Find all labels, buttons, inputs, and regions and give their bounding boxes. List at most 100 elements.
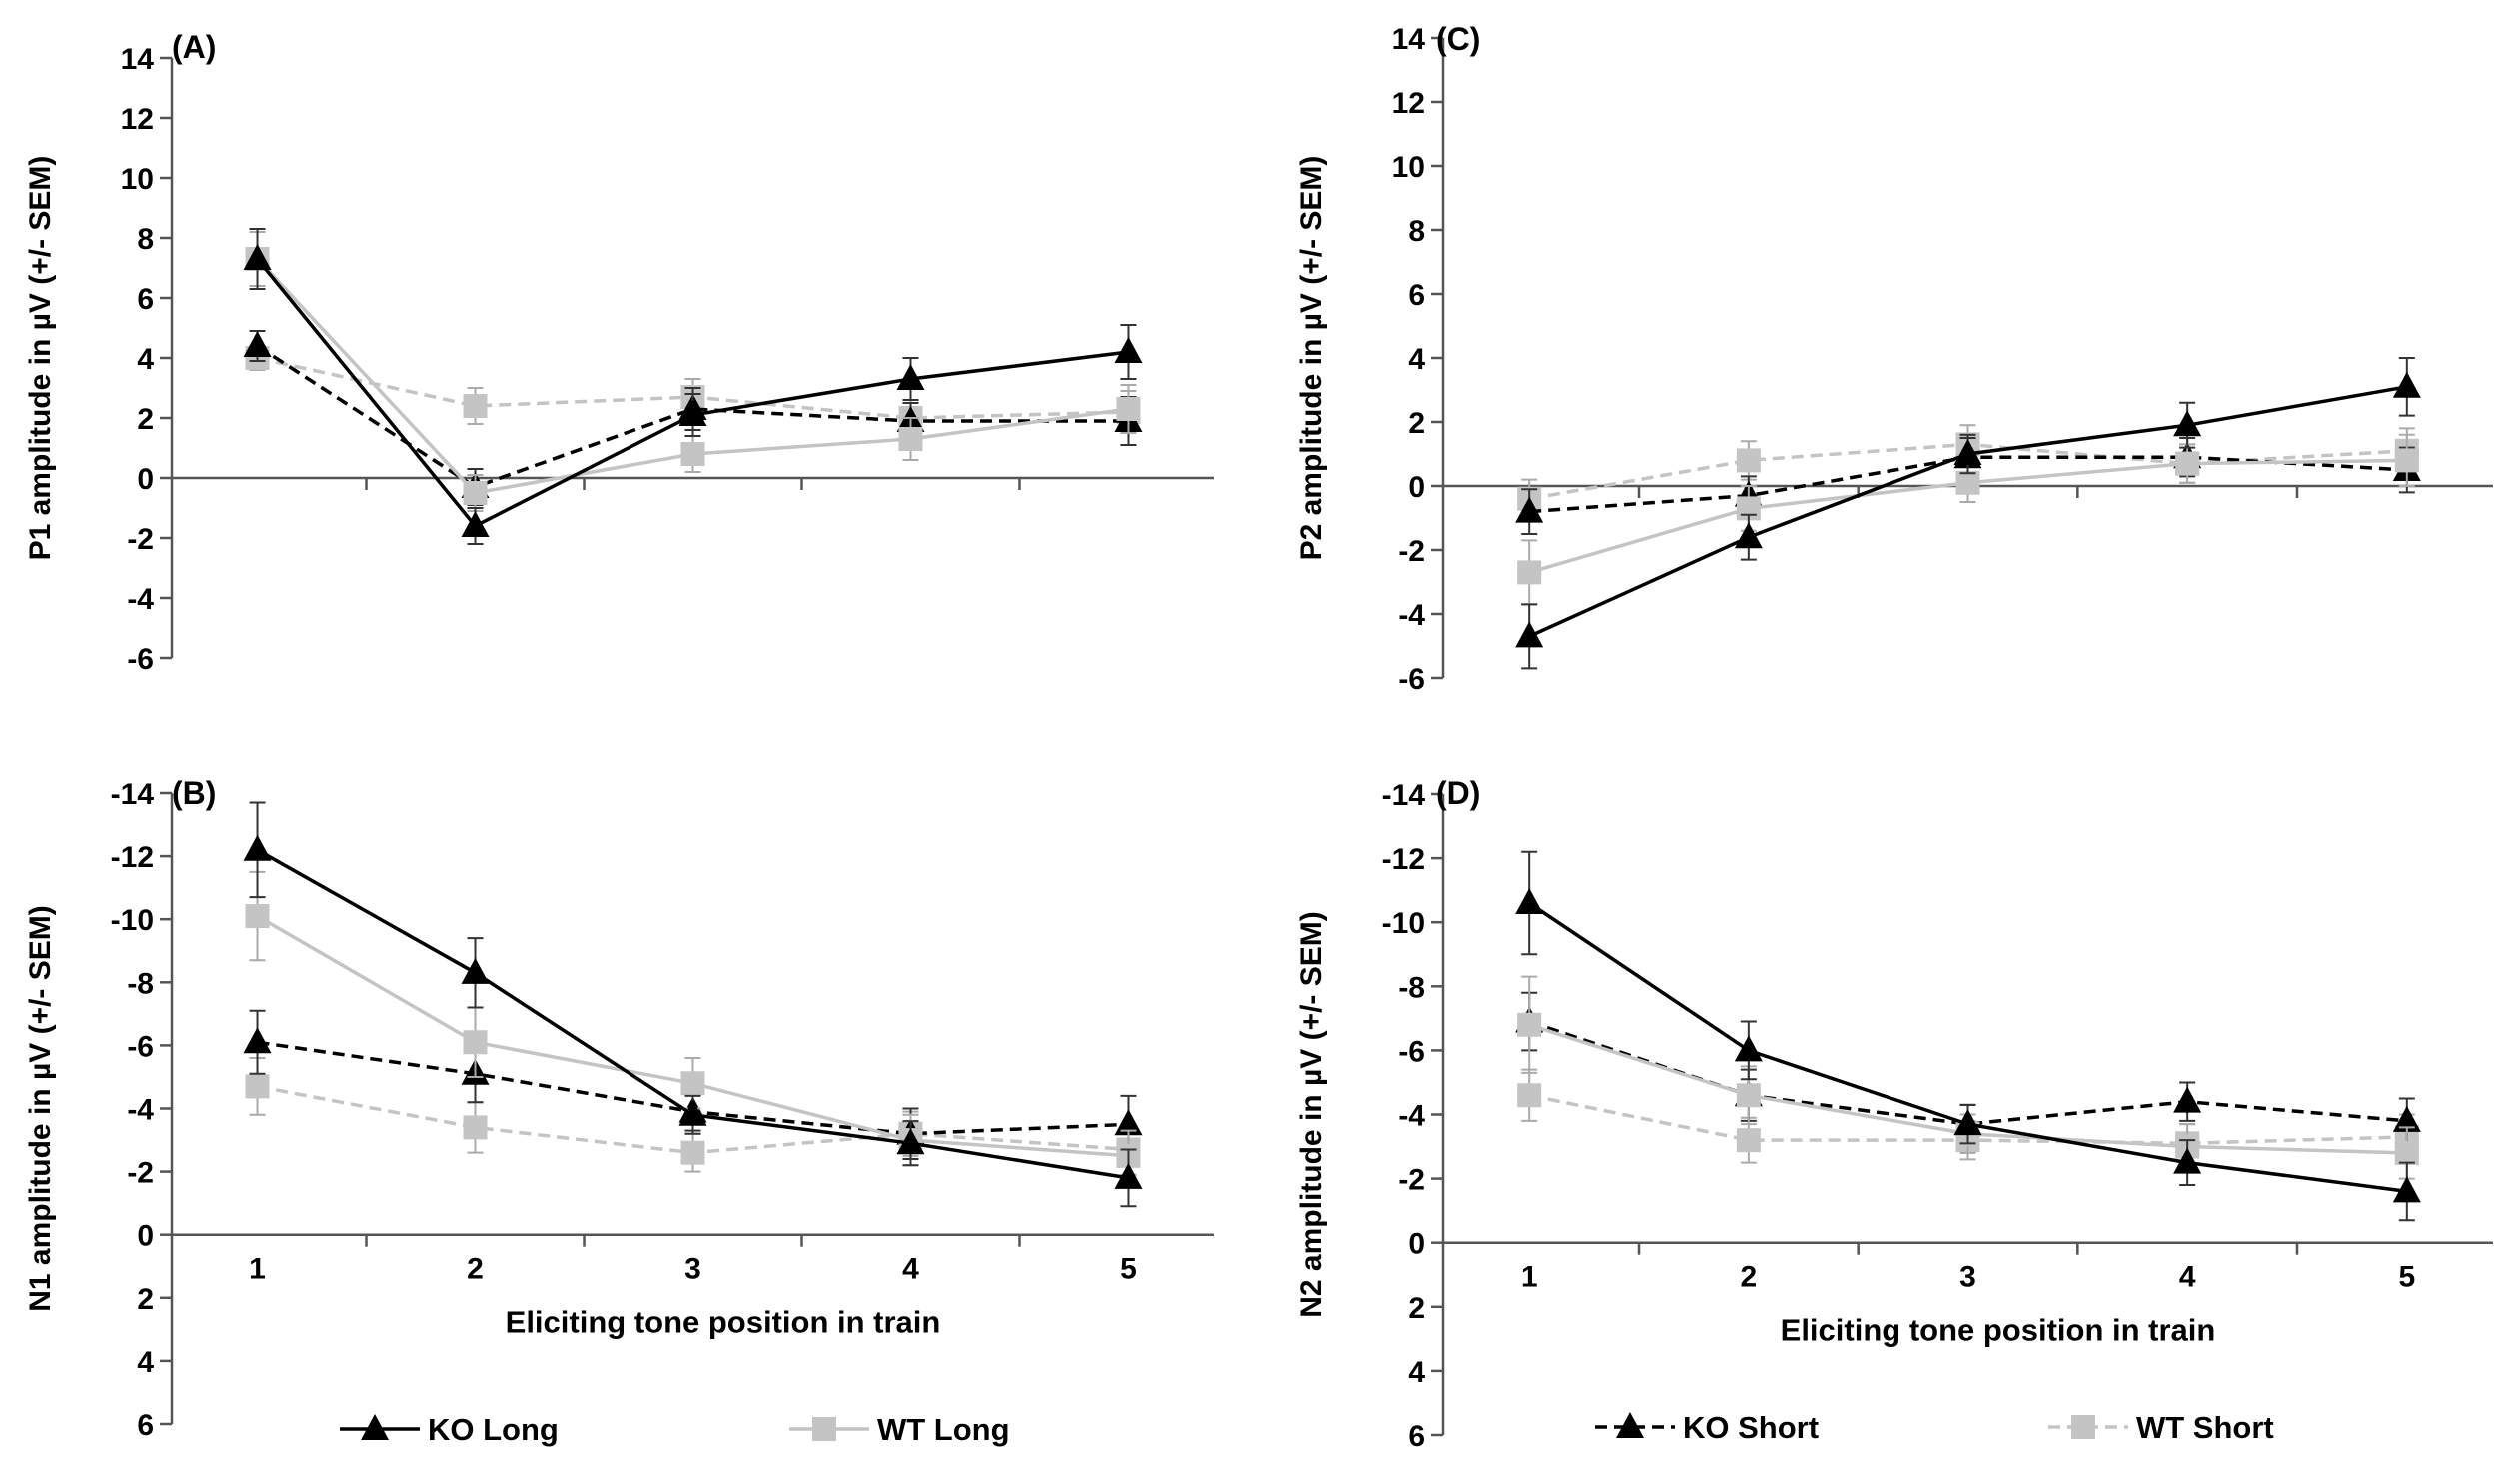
y-tick-label: 6: [137, 283, 154, 316]
y-tick-label: -6: [127, 643, 154, 676]
data-point: [2173, 1086, 2202, 1113]
y-tick-label: -14: [1382, 779, 1426, 812]
x-tick-label: 5: [1120, 1253, 1137, 1286]
data-point: [680, 1140, 705, 1165]
data-point: [1515, 621, 1544, 648]
y-tick-label: -2: [1398, 535, 1425, 568]
data-point: [2173, 1147, 2202, 1174]
y-axis-title: N1 amplitude in µV (+/- SEM): [24, 905, 57, 1312]
x-tick-label: 4: [902, 1253, 919, 1286]
legend-marker: [2071, 1415, 2095, 1439]
series-ko-long: [1515, 850, 2421, 1222]
data-point: [2394, 1140, 2419, 1165]
series-wt-long: [245, 870, 1141, 1183]
y-tick-label: 12: [1392, 87, 1425, 120]
y-tick-label: 4: [1408, 343, 1425, 376]
y-tick-label: 12: [121, 103, 154, 136]
panel-d: -14 -12 -10 -8 -6 -4 -2 0 2 4 6 1 2 3 4 5 Eliciting tone…: [1295, 775, 2493, 1453]
data-point: [1517, 560, 1542, 585]
x-tick-label: 2: [467, 1253, 484, 1286]
y-tick-label: -8: [127, 967, 154, 1000]
y-tick-label: 0: [1408, 471, 1425, 504]
y-tick-label: 2: [1408, 1292, 1425, 1325]
data-point: [678, 1099, 707, 1126]
x-tick-label: 1: [249, 1253, 266, 1286]
data-point: [1953, 439, 1982, 465]
y-tick-label: 6: [1408, 279, 1425, 312]
legend-label: WT Short: [2136, 1410, 2274, 1445]
series-wt-long: [1517, 975, 2419, 1180]
data-point: [243, 244, 272, 270]
data-point: [461, 511, 490, 537]
data-point: [1955, 470, 1980, 495]
panel-a: -6 -4 -2 0 2 4 6 8 10 12 14 P1 amplitude in µV (+/-…: [24, 29, 1214, 676]
y-tick-label: 4: [1408, 1356, 1425, 1389]
y-tick-label: -4: [127, 583, 154, 616]
series-wt-long: [1517, 433, 2419, 606]
y-tick-label: -10: [111, 904, 154, 937]
x-tick-label: 2: [1740, 1261, 1757, 1294]
data-point: [1116, 397, 1141, 421]
series-ko-long: [243, 801, 1143, 1208]
y-tick-label: -2: [1398, 1164, 1425, 1197]
data-point: [2173, 410, 2202, 437]
x-axis-title: Eliciting tone position in train: [1781, 1313, 2216, 1348]
y-tick-label: -4: [1398, 599, 1425, 632]
data-point: [1114, 1162, 1143, 1189]
legend-item: KO Long: [340, 1412, 559, 1447]
series-ko-long: [243, 228, 1143, 545]
data-point: [245, 1074, 270, 1099]
panel-label: (D): [1436, 775, 1480, 811]
data-point: [243, 331, 272, 357]
x-tick-label: 1: [1521, 1261, 1538, 1294]
data-point: [463, 1115, 488, 1140]
data-point: [1517, 1083, 1542, 1108]
y-tick-label: 8: [137, 223, 154, 256]
data-point: [1736, 1128, 1761, 1153]
data-point: [680, 442, 705, 466]
y-tick-label: 2: [1408, 407, 1425, 440]
y-tick-label: 0: [137, 1220, 154, 1253]
y-tick-label: 10: [1392, 151, 1425, 184]
data-point: [898, 427, 923, 451]
y-tick-label: -6: [1398, 663, 1425, 696]
data-point: [243, 1027, 272, 1054]
y-tick-label: 2: [137, 403, 154, 436]
data-point: [2392, 1176, 2421, 1203]
y-tick-label: 0: [1408, 1228, 1425, 1261]
y-axis-title: P2 amplitude in µV (+/- SEM): [1295, 156, 1328, 561]
y-tick-label: 6: [137, 1409, 154, 1442]
panel-label: (B): [172, 775, 216, 811]
data-point: [1515, 496, 1544, 523]
x-axis-title: Eliciting tone position in train: [506, 1305, 941, 1340]
y-tick-label: -12: [111, 841, 154, 874]
legend-item: WT Long: [789, 1412, 1010, 1447]
data-point: [243, 834, 272, 861]
data-point: [1114, 337, 1143, 363]
y-tick-label: -4: [127, 1094, 154, 1127]
y-tick-label: -2: [127, 523, 154, 556]
data-point: [1736, 448, 1761, 473]
x-tick-label: 4: [2179, 1261, 2196, 1294]
y-tick-label: 10: [121, 163, 154, 196]
x-tick-label: 5: [2398, 1261, 2415, 1294]
panel-b: -14 -12 -10 -8 -6 -4 -2 0 2 4 6 1 2 3 4 5 Eliciting tone…: [24, 775, 1214, 1442]
data-point: [463, 481, 488, 505]
data-point: [1515, 887, 1544, 914]
y-tick-label: 6: [1408, 1420, 1425, 1453]
series-line: [256, 344, 1129, 489]
data-point: [896, 1128, 925, 1155]
y-tick-label: 0: [137, 463, 154, 496]
legend-label: WT Long: [877, 1412, 1010, 1447]
data-point: [2394, 448, 2419, 473]
legend: KO Long WT Long KO Short WT Short: [340, 1410, 2274, 1447]
series-wt-long: [245, 231, 1141, 512]
data-point: [2392, 371, 2421, 398]
y-tick-label: 14: [1392, 23, 1426, 56]
y-axis-title: N2 amplitude in µV (+/- SEM): [1295, 911, 1328, 1318]
x-tick-label: 3: [1959, 1261, 1976, 1294]
y-tick-label: 4: [137, 1346, 154, 1379]
data-point: [245, 904, 270, 929]
panel-label: (C): [1436, 21, 1480, 57]
